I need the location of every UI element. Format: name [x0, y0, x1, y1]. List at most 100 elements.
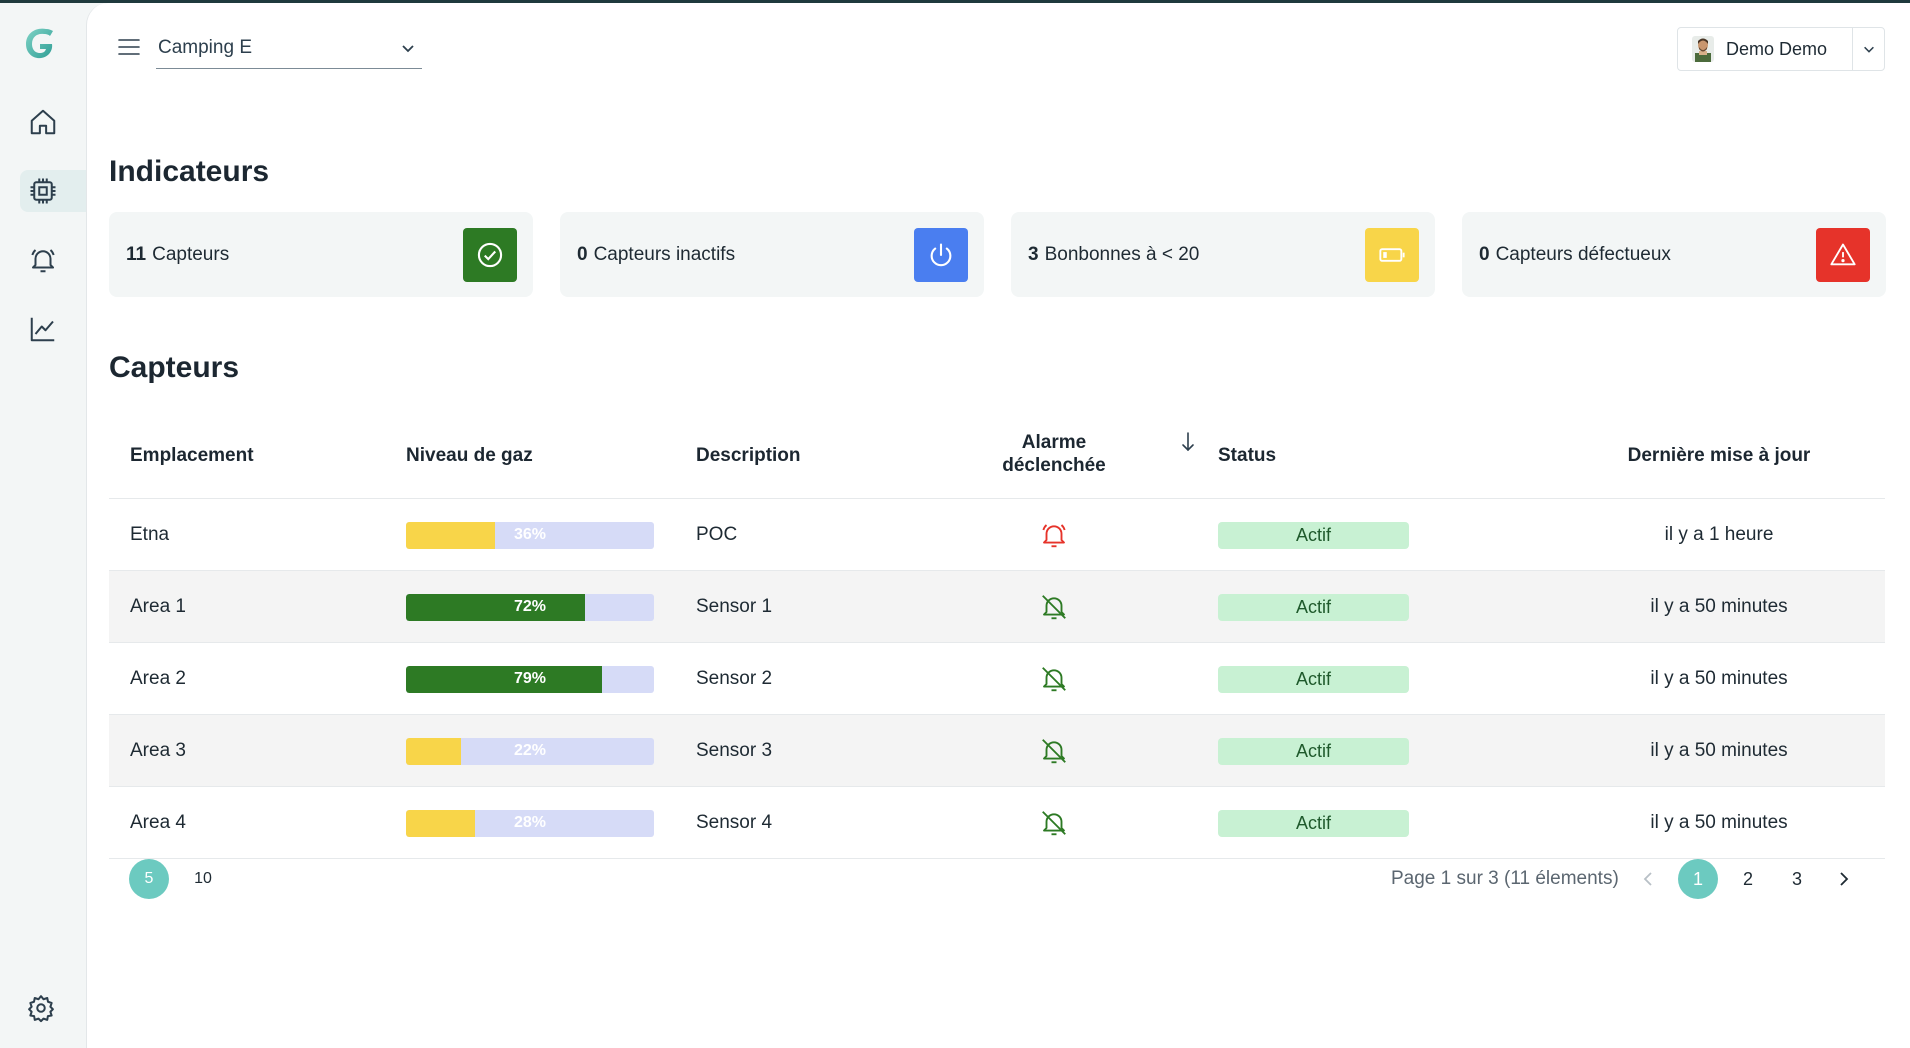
- bell-off-icon: [1042, 811, 1066, 836]
- chevron-down-icon: [1863, 46, 1874, 53]
- gas-gauge-label: 72%: [513, 598, 547, 615]
- row-updated: il y a 1 heure: [1664, 524, 1774, 545]
- warning-triangle-icon: [1830, 243, 1856, 265]
- app-logo-icon[interactable]: [22, 25, 56, 61]
- page-size-5[interactable]: 5: [129, 859, 169, 899]
- indicator-icon-box: [463, 227, 517, 282]
- row-location: Area 4: [130, 812, 186, 833]
- row-description: Sensor 4: [696, 812, 773, 833]
- indicator-count: 0: [1479, 243, 1490, 265]
- row-location: Area 1: [130, 596, 186, 617]
- power-icon: [930, 242, 952, 266]
- indicator-card-sensors: 11 Capteurs: [109, 212, 533, 297]
- chip-icon: [30, 178, 56, 204]
- status-badge: Actif: [1218, 809, 1409, 837]
- status-badge: Actif: [1218, 593, 1409, 621]
- column-header-description[interactable]: Description: [696, 445, 801, 466]
- sidebar-item-home[interactable]: [20, 101, 86, 143]
- status-badge: Actif: [1218, 521, 1409, 549]
- chart-line-icon: [30, 317, 55, 342]
- camping-select-value: Camping E: [158, 36, 252, 58]
- gas-gauge-fill: [406, 521, 496, 549]
- table-row[interactable]: Area 3 22% Sensor 3 Actif il y a 50 minutes: [109, 715, 1885, 787]
- user-button[interactable]: Demo Demo: [1678, 28, 1854, 70]
- page-button-3[interactable]: 3: [1791, 868, 1802, 889]
- gas-gauge-label: 22%: [513, 742, 547, 759]
- sort-arrow-down-icon[interactable]: [1180, 431, 1196, 453]
- home-icon: [30, 109, 56, 135]
- row-updated: il y a 50 minutes: [1650, 596, 1788, 617]
- row-updated: il y a 50 minutes: [1650, 740, 1788, 761]
- column-header-updated[interactable]: Dernière mise à jour: [1627, 445, 1811, 466]
- indicator-count: 0: [577, 243, 588, 265]
- main-panel: Camping E Demo Demo Indicateurs: [86, 3, 1910, 1048]
- row-updated: il y a 50 minutes: [1650, 812, 1788, 833]
- gas-gauge-label: 28%: [513, 814, 547, 831]
- page-button-1[interactable]: 1: [1678, 859, 1718, 899]
- gas-gauge: 36%: [406, 521, 654, 549]
- row-description: Sensor 2: [696, 668, 773, 689]
- column-header-gas[interactable]: Niveau de gaz: [406, 445, 533, 466]
- gas-gauge: 72%: [406, 593, 654, 621]
- gear-icon[interactable]: [26, 993, 56, 1023]
- prev-page-button[interactable]: [1629, 859, 1669, 899]
- gas-gauge-label: 36%: [513, 526, 547, 543]
- table-header: Emplacement Niveau de gaz Description Al…: [109, 411, 1885, 499]
- page-info: Page 1 sur 3 (11 élements): [1391, 868, 1619, 889]
- chevron-down-icon: [402, 44, 414, 52]
- column-header-status[interactable]: Status: [1218, 445, 1277, 466]
- sensors-title: Capteurs: [109, 351, 240, 384]
- table-row[interactable]: Area 2 79% Sensor 2 Actif il y a 50 minutes: [109, 643, 1885, 715]
- page-button-2[interactable]: 2: [1742, 868, 1753, 889]
- row-location: Area 3: [130, 740, 186, 761]
- status-badge: Actif: [1218, 737, 1409, 765]
- camping-select[interactable]: Camping E: [156, 27, 422, 69]
- gas-gauge-fill: [406, 737, 461, 765]
- user-dropdown-toggle[interactable]: [1853, 42, 1884, 56]
- avatar: [1692, 36, 1714, 62]
- indicator-label: Capteurs défectueux: [1495, 243, 1671, 265]
- indicator-icon-box: [914, 227, 968, 282]
- row-location: Etna: [130, 524, 170, 545]
- row-alarm: [1039, 571, 1069, 643]
- gas-gauge-fill: [406, 665, 602, 693]
- row-updated: il y a 50 minutes: [1650, 668, 1788, 689]
- gas-gauge: 28%: [406, 809, 654, 837]
- column-header-alarm[interactable]: Alarme déclenchée: [1002, 432, 1106, 476]
- bell-off-icon: [1042, 739, 1066, 764]
- bell-ring-icon: [1042, 524, 1066, 548]
- user-name: Demo Demo: [1726, 38, 1828, 59]
- row-description: Sensor 1: [696, 596, 773, 617]
- gas-gauge: 79%: [406, 665, 654, 693]
- app-frame: Camping E Demo Demo Indicateurs: [0, 3, 1910, 1048]
- row-alarm: [1039, 715, 1069, 787]
- check-circle-icon: [477, 242, 503, 267]
- row-alarm: [1039, 643, 1069, 715]
- row-alarm: [1039, 787, 1069, 859]
- page-size-10[interactable]: 10: [194, 870, 212, 887]
- indicator-label: Capteurs: [152, 243, 230, 265]
- gas-gauge: 22%: [406, 737, 654, 765]
- battery-low-icon: [1379, 247, 1405, 262]
- column-header-location[interactable]: Emplacement: [130, 445, 254, 466]
- chevron-left-icon: [1643, 872, 1652, 886]
- indicator-count: 11: [126, 243, 147, 265]
- gas-gauge-fill: [406, 809, 476, 837]
- sidebar: [0, 3, 86, 1048]
- indicator-count: 3: [1028, 243, 1039, 265]
- menu-icon[interactable]: [117, 35, 141, 59]
- next-page-button[interactable]: [1823, 859, 1863, 899]
- bell-off-icon: [1042, 667, 1066, 692]
- bell-off-icon: [1042, 595, 1066, 620]
- row-alarm: [1039, 499, 1069, 571]
- sidebar-item-stats[interactable]: [20, 308, 86, 350]
- table-row[interactable]: Area 4 28% Sensor 4 Actif il y a 50 minutes: [109, 787, 1885, 859]
- indicators-title: Indicateurs: [109, 155, 270, 188]
- sidebar-item-alarms[interactable]: [20, 239, 86, 281]
- user-menu[interactable]: Demo Demo: [1677, 27, 1885, 71]
- indicator-icon-box: [1365, 227, 1419, 282]
- sidebar-item-sensors[interactable]: [20, 170, 86, 212]
- table-row[interactable]: Area 1 72% Sensor 1 Actif il y a 50 minutes: [109, 571, 1885, 643]
- gas-gauge-fill: [406, 593, 585, 621]
- table-row[interactable]: Etna 36% POC Actif il y a 1 heure: [109, 499, 1885, 571]
